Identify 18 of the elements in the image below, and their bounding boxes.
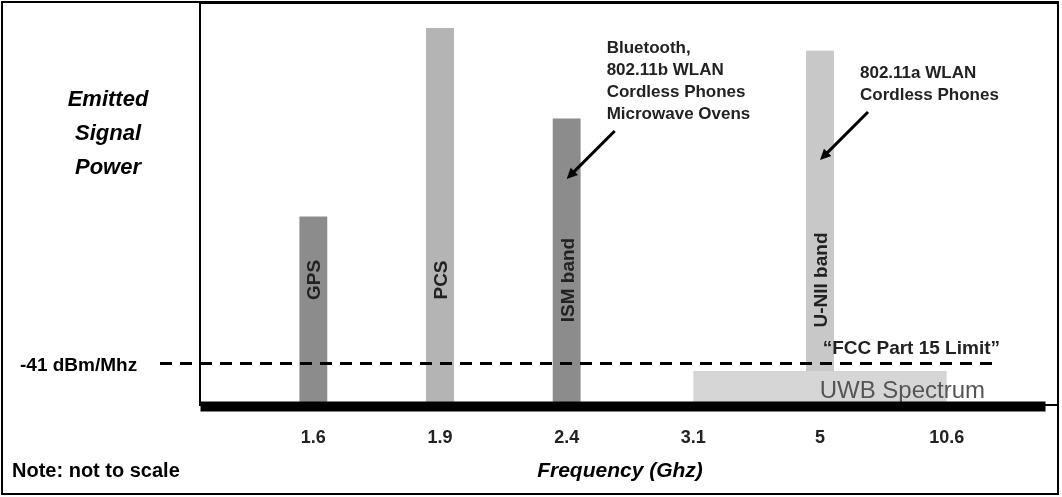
x-tick-label: 1.9 bbox=[427, 427, 453, 447]
series-label: UWB Spectrum bbox=[819, 376, 986, 403]
x-tick-label: 5 bbox=[814, 427, 826, 447]
series-label: ISM band bbox=[556, 237, 578, 323]
annotation: Bluetooth, 802.11b WLAN Cordless Phones Microwave Ovens bbox=[606, 38, 751, 123]
x-axis-title: Frequency (Ghz) bbox=[537, 458, 703, 481]
series-label: GPS bbox=[303, 259, 325, 301]
x-tick-label: 1.6 bbox=[300, 427, 326, 447]
series-label: PCS bbox=[430, 260, 451, 300]
annotation: 802.11a WLAN Cordless Phones bbox=[860, 63, 999, 104]
x-tick-label: 3.1 bbox=[680, 427, 706, 447]
ref-line-label: “FCC Part 15 Limit” bbox=[822, 336, 1000, 358]
text: -41 dBm/Mhz bbox=[20, 353, 138, 375]
x-tick-label: 2.4 bbox=[554, 427, 580, 447]
series-label: U-NII band bbox=[810, 232, 831, 328]
text: Note: not to scale bbox=[12, 459, 180, 481]
y-axis-title: Emitted Signal Power bbox=[67, 86, 149, 179]
x-tick-label: 10.6 bbox=[929, 427, 965, 447]
